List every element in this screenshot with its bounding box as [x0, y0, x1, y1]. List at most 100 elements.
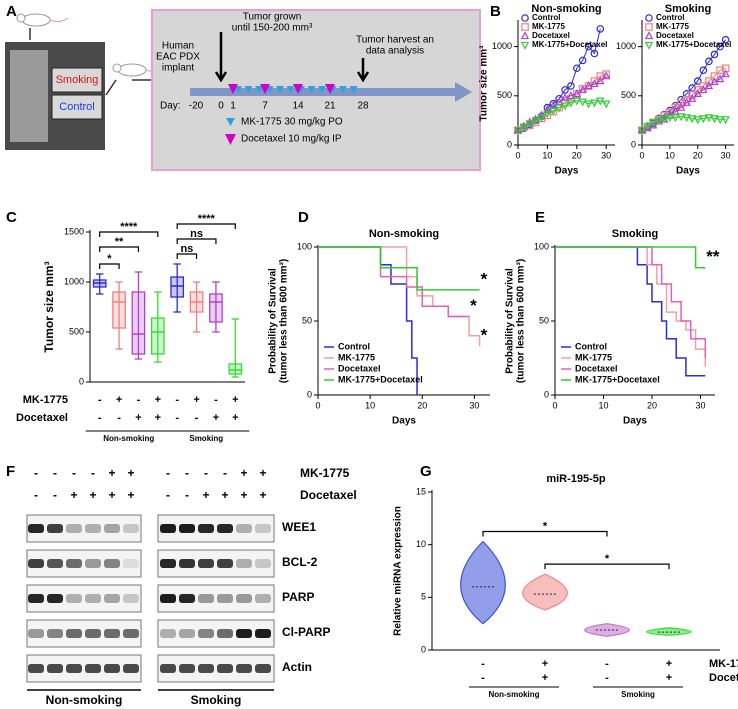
data-point — [699, 115, 708, 124]
legend-label: MK-1775 — [532, 22, 565, 31]
blot-band — [85, 524, 101, 533]
protein-label: WEE1 — [282, 520, 316, 534]
panel-label: B — [490, 3, 501, 20]
y-tick-label: 1000 — [64, 276, 84, 286]
legend-label: Docetaxel — [575, 363, 618, 373]
group-label: Smoking — [621, 690, 655, 699]
mk-dose — [286, 86, 295, 93]
docetaxel-dose — [293, 84, 303, 94]
condition-sign: + — [155, 412, 161, 424]
y-tick-label: 1000 — [616, 41, 636, 51]
mk-dose — [244, 86, 253, 93]
legend-label: MK-1775+Docetaxel — [656, 40, 731, 49]
data-point — [687, 115, 697, 124]
x-tick-label: 20 — [572, 150, 582, 160]
x-tick-label: 20 — [647, 400, 657, 410]
significance-label: * — [605, 553, 610, 565]
step-text: EAC PDX — [156, 52, 200, 63]
condition-sign: - — [53, 466, 57, 480]
data-point — [693, 116, 702, 125]
data-point — [716, 42, 724, 51]
survival-curve — [318, 246, 480, 291]
data-point — [525, 117, 534, 126]
x-tick-label: 10 — [365, 400, 375, 410]
rat-tail — [49, 17, 69, 23]
condition-sign: - — [481, 672, 485, 684]
y-tick-label: 100 — [297, 241, 312, 251]
significance-bracket — [176, 253, 198, 259]
condition-sign: - — [204, 466, 208, 480]
chart-title: Smoking — [612, 228, 658, 240]
condition-sign: + — [259, 466, 266, 480]
rat-head — [16, 13, 26, 23]
data-point — [543, 110, 552, 119]
data-point — [687, 93, 697, 102]
survival-curve — [555, 246, 706, 377]
chamber-label: Smoking — [56, 74, 99, 86]
blot-band — [198, 629, 214, 638]
blot-band — [198, 524, 214, 533]
blot-band — [255, 524, 271, 533]
legend-docetaxel — [225, 134, 236, 145]
violin — [460, 540, 506, 625]
blot-band — [85, 629, 101, 638]
blot-band — [47, 559, 63, 568]
blot-band — [66, 559, 82, 568]
legend-marker — [520, 31, 530, 40]
y-tick-label: 0 — [544, 389, 549, 399]
group-label: Non-smoking — [488, 690, 539, 699]
curve-annotation: * — [481, 326, 488, 345]
violin — [584, 623, 630, 637]
significance-label: * — [107, 253, 112, 265]
y-tick-label: 0 — [631, 139, 636, 149]
blot-band — [179, 559, 195, 568]
step-text: data analysis — [366, 46, 424, 57]
step-arrow — [214, 32, 228, 83]
blot-band — [198, 664, 214, 673]
condition-sign: + — [232, 412, 238, 424]
rat-icon — [117, 63, 147, 77]
legend-label: Docetaxel — [656, 31, 694, 40]
y-axis-label: Relative miRNA expression — [393, 506, 404, 636]
significance-bracket — [99, 263, 120, 269]
data-point — [554, 104, 564, 113]
docetaxel-dose — [228, 84, 238, 94]
mk-dose — [255, 86, 263, 93]
condition-sign: - — [117, 412, 121, 424]
data-point — [601, 100, 611, 109]
blot-band — [85, 664, 101, 673]
data-point — [543, 104, 552, 113]
condition-sign: - — [185, 466, 189, 480]
day: 0 — [218, 101, 224, 112]
x-axis-label: Days — [555, 166, 579, 177]
significance-bracket — [176, 238, 217, 244]
condition-name: MK-1775 — [300, 466, 350, 480]
condition-name: MK-1775 — [709, 658, 738, 670]
data-point — [654, 117, 663, 126]
data-point — [566, 90, 576, 99]
data-point — [721, 35, 730, 44]
data-point — [648, 120, 658, 129]
significance-label: ns — [180, 243, 193, 255]
blot-band — [104, 629, 120, 638]
blot-band — [104, 664, 120, 673]
mk-dose — [276, 86, 284, 93]
blot-band — [47, 629, 63, 638]
data-point — [682, 97, 691, 106]
step-text: Human — [162, 41, 194, 52]
survival-curve — [555, 246, 706, 269]
x-tick-label: 0 — [515, 150, 520, 160]
y-tick-label: 10 — [416, 539, 426, 549]
arrow — [105, 79, 117, 96]
data-point — [578, 56, 587, 65]
data-point — [549, 107, 558, 116]
blot-panel — [157, 654, 275, 683]
legend-marker — [520, 41, 530, 50]
condition-sign: - — [98, 394, 102, 406]
data-point — [676, 102, 686, 111]
significance-label: **** — [198, 213, 216, 225]
x-tick-label: 20 — [417, 400, 427, 410]
blot-panel — [26, 584, 142, 613]
blot-panel — [157, 514, 275, 543]
